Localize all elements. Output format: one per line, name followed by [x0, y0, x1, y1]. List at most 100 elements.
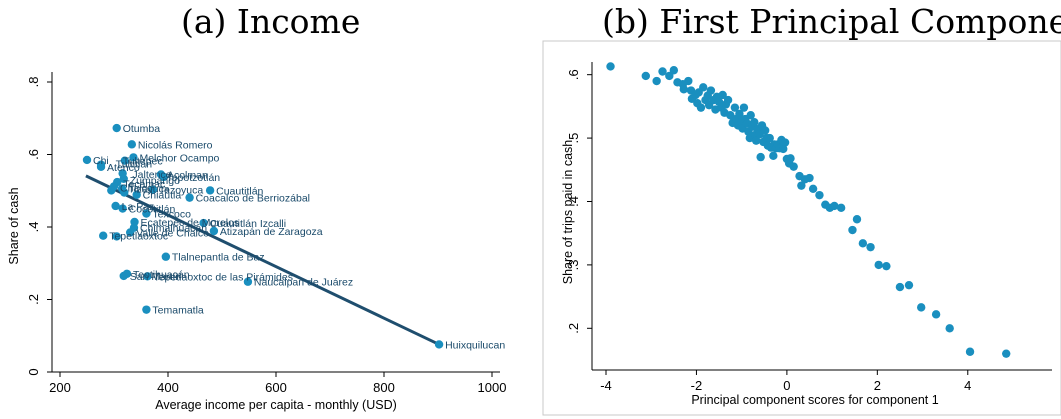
panel-frame [542, 40, 1061, 416]
data-point [686, 86, 696, 95]
y-tick-label: .2 [566, 323, 581, 334]
y-tick-label: .6 [566, 69, 581, 80]
point-label: Chimalhuacán [140, 223, 207, 235]
data-point [825, 203, 835, 213]
data-point [143, 272, 152, 281]
data-point [782, 154, 792, 164]
point-label: Tlalnepantla de Baz [172, 252, 265, 264]
data-point [679, 85, 688, 94]
point-label: La Paz [122, 201, 155, 213]
data-point [209, 226, 219, 236]
x-tick-label: 600 [265, 380, 287, 395]
data-point [148, 185, 158, 194]
data-point [107, 186, 116, 195]
data-point [762, 133, 771, 143]
point-label: Temamatla [152, 305, 204, 317]
data-point [751, 130, 760, 140]
data-point [904, 280, 914, 290]
data-point [726, 111, 735, 120]
point-label: Chi [93, 155, 109, 167]
x-tick-label: 4 [964, 378, 971, 393]
data-point [652, 76, 661, 86]
point-label: Tecámac [123, 179, 165, 191]
data-point [763, 141, 773, 150]
data-point [119, 174, 128, 183]
data-point [795, 171, 804, 181]
data-point [789, 162, 798, 171]
y-tick-label: .4 [566, 196, 581, 207]
data-point [693, 99, 702, 108]
data-point [641, 71, 650, 81]
data-point [720, 108, 729, 117]
data-point [848, 225, 857, 235]
data-point [737, 117, 746, 126]
data-point [112, 123, 121, 133]
data-point [786, 154, 795, 163]
data-point [721, 100, 731, 109]
data-point [723, 95, 733, 105]
x-tick-label: -2 [691, 378, 703, 393]
data-point [684, 76, 693, 86]
data-point [866, 242, 875, 252]
y-tick-label: .3 [566, 259, 581, 270]
data-point [120, 156, 129, 165]
data-point [669, 66, 679, 75]
data-point [658, 67, 667, 76]
data-point [744, 127, 753, 136]
data-point [712, 92, 721, 102]
data-point [120, 188, 129, 197]
y-tick-label: .8 [26, 77, 41, 88]
data-point [797, 181, 806, 190]
point-label: Atenco [107, 162, 140, 174]
linear-fit-line [85, 174, 440, 346]
data-point [780, 138, 790, 147]
data-point [205, 186, 215, 195]
data-point [756, 152, 765, 162]
y-axis-label: Share of trips paid in cash [561, 140, 575, 285]
data-point [766, 143, 776, 152]
point-label: Melchor Ocampo [139, 152, 219, 164]
point-label: Otumba [123, 123, 161, 135]
data-point [945, 324, 954, 333]
data-point [755, 130, 764, 139]
data-point [243, 277, 253, 286]
data-point [882, 261, 891, 271]
data-point [678, 79, 688, 89]
panel-title-principal-component: (b) First Principal Component [602, 2, 1061, 41]
data-point [830, 201, 839, 211]
data-point [703, 91, 712, 100]
data-point [739, 103, 749, 112]
data-point [127, 140, 137, 149]
income-scatter-chart: 0 .2 .4 .6 .8 200 400 600 800 1000 Average income … [7, 72, 506, 412]
data-point [775, 144, 784, 153]
data-point [696, 103, 706, 112]
y-axis-label: Share of cash [7, 187, 21, 264]
data-point [874, 260, 883, 270]
data-point [728, 118, 737, 128]
data-point [665, 71, 674, 81]
data-point [741, 114, 750, 124]
panel-title-income: (a) Income [181, 2, 361, 41]
point-label: Nicolás Romero [138, 139, 213, 151]
data-point [800, 175, 810, 184]
y-tick-label: 0 [26, 368, 41, 375]
data-point [746, 111, 755, 120]
data-point [738, 124, 747, 133]
point-label: Atizapán de Zaragoza [220, 226, 323, 238]
point-label: Chiautla [143, 190, 182, 202]
data-point [96, 162, 106, 172]
point-label: Acolman [167, 169, 208, 181]
data-point [753, 125, 762, 134]
point-label: Tizayuca [128, 184, 170, 196]
data-point [742, 119, 752, 128]
data-point [773, 140, 783, 149]
data-point [784, 159, 794, 168]
data-point [717, 103, 726, 112]
data-point [434, 340, 444, 349]
data-point [687, 94, 697, 103]
point-label: Cuautitlán [216, 185, 263, 197]
x-tick-label: 200 [49, 380, 71, 395]
data-point [815, 190, 824, 200]
point-label: Naucalpan de Juárez [254, 277, 353, 289]
data-point [709, 95, 718, 105]
